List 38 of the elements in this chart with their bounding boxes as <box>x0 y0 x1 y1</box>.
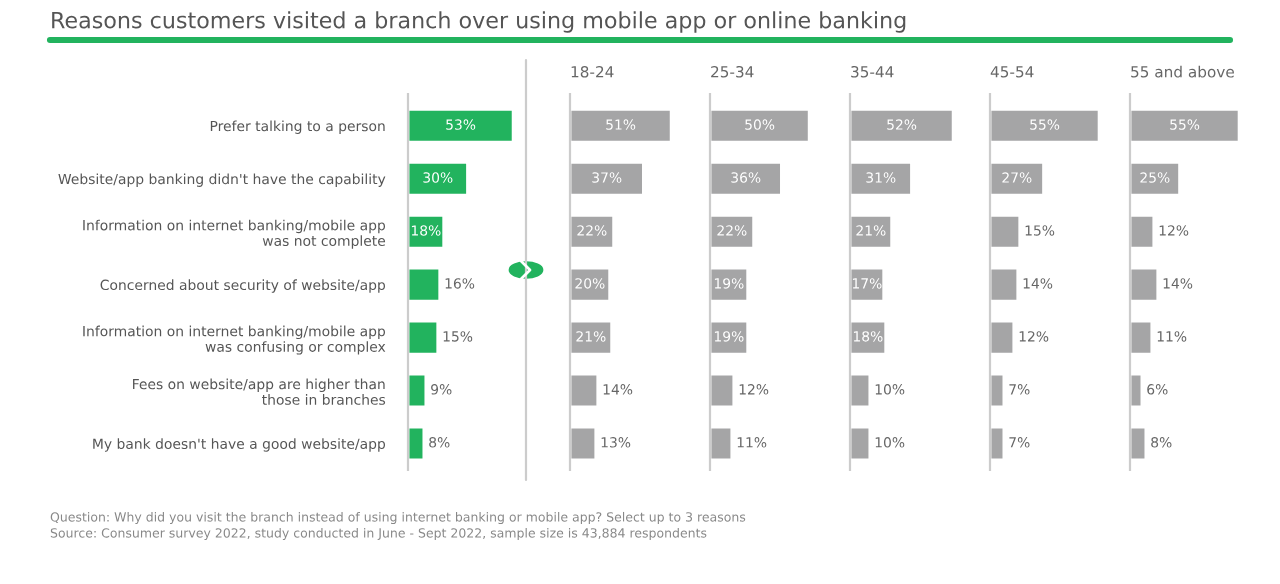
bar <box>710 107 811 144</box>
bar <box>990 266 1020 303</box>
bar <box>570 213 616 250</box>
bar <box>850 160 913 197</box>
bar <box>990 160 1045 197</box>
bar <box>990 319 1016 356</box>
bar <box>990 213 1022 250</box>
bar <box>1130 372 1144 409</box>
chart-title: Reasons customers visited a branch over using mobile app or online banking <box>52 11 906 33</box>
bar <box>850 213 894 250</box>
bar <box>850 107 955 144</box>
bar <box>990 107 1101 144</box>
bar <box>570 372 600 409</box>
bar <box>1130 213 1156 250</box>
bar <box>570 160 645 197</box>
bar <box>990 425 1006 462</box>
bar <box>1130 425 1148 462</box>
bar <box>408 319 440 356</box>
bar <box>570 107 673 144</box>
bar <box>1130 160 1181 197</box>
bar <box>1130 319 1154 356</box>
bar <box>710 372 736 409</box>
bar <box>570 266 612 303</box>
bar <box>710 160 783 197</box>
bar <box>710 213 756 250</box>
bar <box>408 425 426 462</box>
bar <box>408 107 515 144</box>
bar <box>570 425 598 462</box>
bar <box>1130 266 1160 303</box>
bar <box>408 160 469 197</box>
bar <box>850 425 872 462</box>
bar <box>1130 107 1241 144</box>
bar <box>990 372 1006 409</box>
bar <box>570 319 614 356</box>
bar <box>408 266 442 303</box>
bar <box>408 372 428 409</box>
bar <box>710 425 734 462</box>
bar <box>850 372 872 409</box>
